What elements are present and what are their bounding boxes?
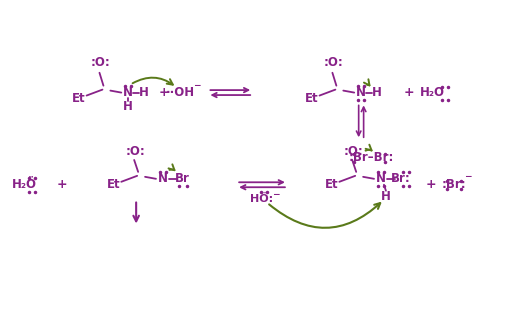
- Text: H₂Ö: H₂Ö: [12, 178, 37, 191]
- Text: Br:: Br:: [391, 172, 410, 185]
- Text: Et: Et: [324, 178, 338, 191]
- Text: N: N: [356, 86, 366, 99]
- Text: −: −: [272, 190, 280, 199]
- Text: H: H: [372, 86, 382, 99]
- Text: :O:: :O:: [323, 56, 343, 69]
- Text: N: N: [376, 172, 386, 185]
- Text: Et: Et: [305, 92, 319, 105]
- Text: H₂O: H₂O: [420, 86, 445, 99]
- Text: N: N: [123, 86, 133, 99]
- Text: Et: Et: [107, 178, 120, 191]
- Text: +: +: [56, 178, 67, 191]
- Text: H: H: [381, 190, 391, 203]
- Text: H: H: [139, 86, 149, 99]
- Text: −: −: [465, 172, 472, 181]
- Text: Br: Br: [175, 172, 190, 185]
- Text: Et: Et: [72, 92, 85, 105]
- Text: +: +: [404, 86, 414, 99]
- Text: HÖ:: HÖ:: [251, 194, 273, 204]
- Text: +: +: [159, 86, 169, 99]
- Text: H: H: [123, 100, 133, 113]
- Text: :O:: :O:: [91, 56, 110, 69]
- Text: :Br:: :Br:: [442, 178, 467, 191]
- Text: ··OH: ··OH: [166, 86, 195, 99]
- Text: −: −: [193, 81, 200, 90]
- Text: :Br–Br:: :Br–Br:: [348, 152, 394, 164]
- Text: :O:: :O:: [344, 145, 363, 158]
- Text: N: N: [158, 172, 168, 185]
- Text: +: +: [425, 178, 436, 191]
- Text: :O:: :O:: [125, 145, 145, 158]
